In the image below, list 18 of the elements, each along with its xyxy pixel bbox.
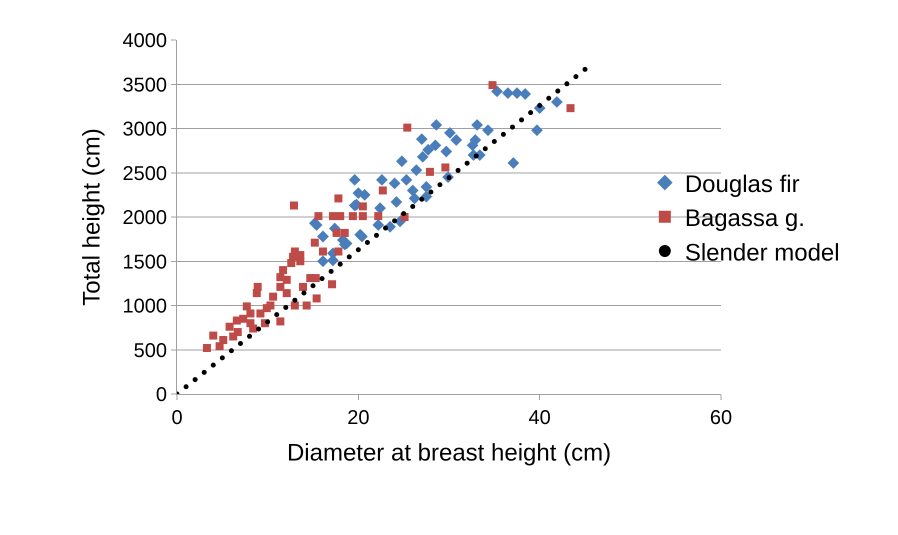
y-tick-label: 2000	[122, 207, 167, 229]
y-axis-title: Total height (cm)	[78, 128, 106, 306]
legend-label: Douglas fir	[684, 170, 800, 198]
y-tick-label: 3000	[122, 118, 167, 140]
y-tick-label: 1000	[122, 296, 167, 318]
x-tick-label: 60	[710, 407, 732, 429]
x-tick-label: 0	[171, 407, 183, 429]
y-tick-label: 2500	[122, 162, 167, 185]
y-tick-label: 500	[134, 340, 167, 362]
legend-label: Bagassa g.	[684, 205, 805, 232]
legend-label: Slender model	[684, 239, 840, 266]
y-tick-label: 1500	[122, 251, 167, 274]
y-tick-label: 3500	[122, 74, 167, 96]
x-tick-label: 20	[347, 407, 370, 429]
y-tick-label: 4000	[122, 30, 167, 52]
y-tick-label: 0	[156, 384, 167, 406]
x-tick-label: 40	[528, 407, 551, 429]
x-axis-title: Diameter at breast height (cm)	[286, 439, 612, 466]
